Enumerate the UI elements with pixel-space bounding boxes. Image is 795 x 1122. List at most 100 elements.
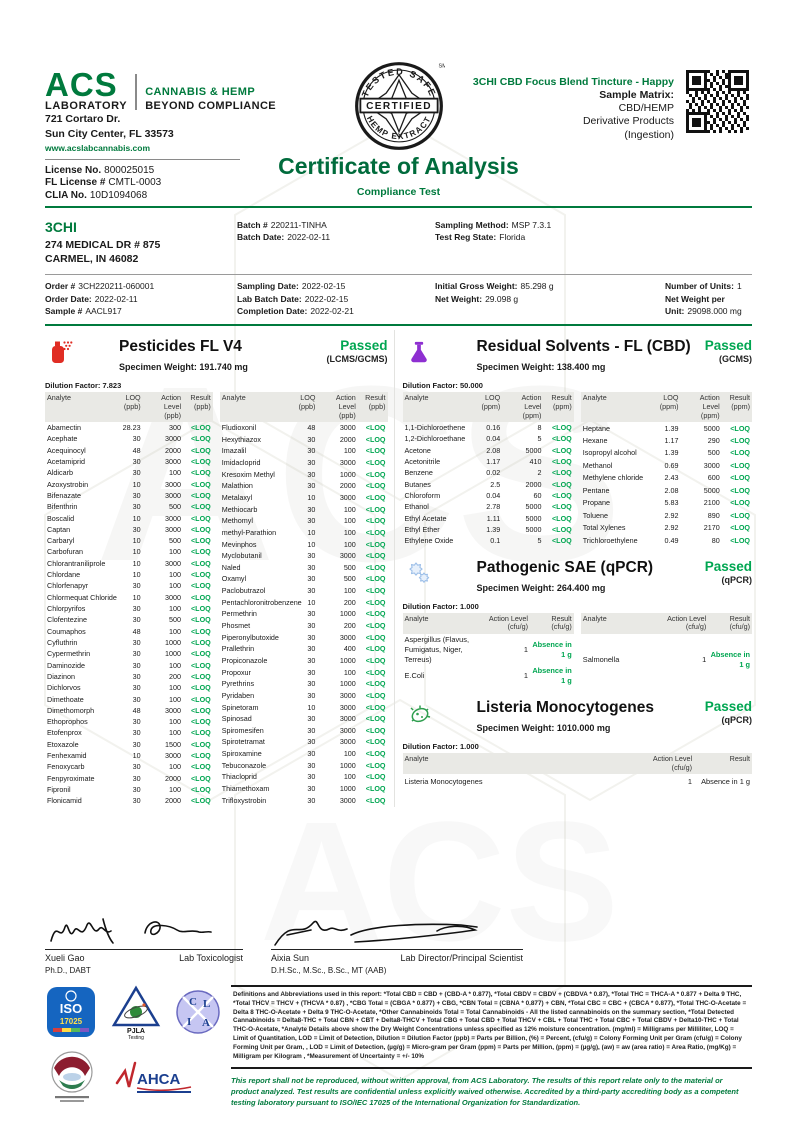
analyte-value: 30	[307, 749, 316, 759]
table-row: Heptane 1.39 5000 <LOQ	[581, 422, 752, 434]
acs-logo-text: ACS	[45, 66, 118, 103]
analyte-name: Pentane	[582, 485, 610, 495]
analyte-name: methyl-Parathion	[221, 527, 277, 537]
analyte-name: Phosmet	[221, 621, 251, 631]
table-row: Acetamiprid 30 3000 <LOQ	[45, 456, 213, 467]
table-row: Acephate 30 3000 <LOQ	[45, 434, 213, 445]
analyte-name: Paclobutrazol	[221, 586, 266, 596]
analyte-value: 100	[169, 717, 182, 727]
table-row: 1,1-Dichloroethene 0.16 8 <LOQ	[403, 422, 574, 433]
analyte-value: 100	[343, 504, 356, 514]
col-unit: (ppm)	[481, 401, 501, 411]
specimen-label: Specimen Weight:	[476, 582, 555, 593]
analyte-value: <LOQ	[190, 536, 211, 546]
col-unit: (ppm)	[522, 410, 542, 420]
analyte-name: Butanes	[404, 479, 431, 489]
sample-number: Sample # AACL917	[45, 305, 237, 317]
lab-website[interactable]: www.acslabcannabis.com	[45, 142, 151, 153]
pesticides-method: (LCMS/GCMS)	[326, 354, 388, 365]
analyte-value: 30	[307, 784, 316, 794]
table-row: Carbofuran 10 100 <LOQ	[45, 547, 213, 558]
pathogens-table-left: Analyte Action Level (cfu/g) Result (cfu/g…	[402, 612, 574, 687]
analyte-value: Absence in 1 g	[532, 666, 572, 686]
signer-role: Lab Toxicologist	[179, 952, 243, 963]
table-row: Ethyl Acetate 1.11 5000 <LOQ	[403, 513, 574, 524]
analyte-value: 1.17	[664, 436, 679, 445]
batch-label: Batch #	[237, 220, 268, 230]
analyte-name: Ethyl Acetate	[404, 513, 447, 523]
analyte-name: Carbaryl	[47, 536, 75, 546]
analyte-value: <LOQ	[365, 458, 386, 468]
analyte-name: Chloroform	[404, 490, 441, 500]
analyte-value: 100	[169, 581, 182, 591]
completion-date-value: 2022-02-21	[310, 305, 354, 316]
analyte-value: <LOQ	[190, 683, 211, 693]
pjla-badge: PJLA Testing	[111, 985, 161, 1040]
analyte-value: 10	[307, 539, 316, 549]
analyte-value: <LOQ	[365, 632, 386, 642]
table-row: Bifenthrin 30 500 <LOQ	[45, 501, 213, 512]
net-unit-label: Net Weight per Unit:	[665, 293, 725, 316]
analyte-value: <LOQ	[190, 445, 211, 455]
analyte-value: 100	[169, 660, 182, 670]
spray-can-icon	[49, 340, 75, 371]
signer-name: Xueli Gao	[45, 952, 85, 963]
col-action-level: Action Level	[488, 613, 528, 623]
svg-text:ISO: ISO	[60, 1001, 82, 1016]
page-subtitle: Compliance Test	[356, 186, 441, 198]
col-unit: (ppm)	[731, 401, 751, 411]
analyte-value: <LOQ	[365, 644, 386, 654]
solvents-specimen-weight: Specimen Weight: 138.400 mg	[477, 362, 691, 372]
header-divider	[45, 158, 240, 160]
pesticides-table-right: Analyte LOQ (ppb) Action Level (ppb) Resul…	[219, 392, 388, 807]
analyte-name: Boscalid	[47, 513, 75, 523]
analyte-value: 3000	[339, 795, 356, 805]
analyte-value: 30	[132, 434, 141, 444]
analyte-value: 2000	[165, 796, 182, 806]
signature-aixia-sun	[271, 911, 523, 950]
analyte-value: <LOQ	[730, 485, 751, 495]
pesticides-dilution-factor: Dilution Factor: 7.823	[45, 381, 122, 391]
table-row: Total Xylenes 2.92 2170 <LOQ	[581, 522, 752, 534]
table-row: Permethrin 30 1000 <LOQ	[220, 608, 388, 620]
col-analyte: Analyte	[404, 393, 429, 403]
analyte-value: 100	[169, 683, 182, 693]
order-label: Order #	[45, 281, 76, 292]
analyte-value: 30	[307, 725, 316, 735]
table-row: Dimethomorph 48 3000 <LOQ	[45, 705, 213, 716]
analyte-value: 30	[132, 637, 141, 647]
table-row: Paclobutrazol 30 100 <LOQ	[220, 585, 388, 597]
table-row: Ethoprophos 30 100 <LOQ	[45, 716, 213, 727]
analyte-value: 10	[307, 527, 316, 537]
analyte-value: 30	[132, 524, 141, 534]
analyte-value: 200	[169, 671, 182, 681]
table-row: Fenpyroximate 30 2000 <LOQ	[45, 773, 213, 784]
svg-text:I: I	[187, 1016, 191, 1028]
analyte-value: <LOQ	[551, 434, 572, 444]
gross-value: 85.298 g	[520, 281, 554, 292]
analyte-value: 30	[307, 574, 316, 584]
page-title: Certificate of Analysis	[278, 153, 519, 179]
analyte-name: Spiroxamine	[221, 749, 262, 759]
table-row: Methiocarb 30 100 <LOQ	[220, 504, 388, 516]
listeria-dilution-factor: Dilution Factor: 1.000	[402, 742, 479, 752]
analyte-name: Cypermethrin	[47, 649, 91, 659]
analyte-name: Total Xylenes	[582, 523, 626, 533]
analyte-name: Captan	[47, 524, 71, 534]
analyte-value: 100	[343, 586, 356, 596]
analyte-name: Salmonella	[582, 655, 620, 665]
table-row: Pyrethrins 30 1000 <LOQ	[220, 678, 388, 690]
specimen-value: 1010.000 mg	[556, 723, 611, 734]
sample-matrix-line1: CBD/HEMP	[618, 102, 674, 115]
analyte-name: Tebuconazole	[221, 760, 267, 770]
analyte-value: <LOQ	[190, 581, 211, 591]
analyte-value: <LOQ	[190, 728, 211, 738]
analyte-name: Aldicarb	[47, 468, 73, 478]
signer-role: Lab Director/Principal Scientist	[400, 952, 523, 963]
analyte-name: Spirotetramat	[221, 737, 265, 747]
analyte-name: Chlorfenapyr	[47, 581, 89, 591]
table-row: Chloroform 0.04 60 <LOQ	[403, 490, 574, 501]
analyte-value: 3000	[165, 524, 182, 534]
signatures-area: Xueli Gao Lab Toxicologist Ph.D., DABT	[45, 911, 752, 975]
analyte-value: <LOQ	[365, 539, 386, 549]
